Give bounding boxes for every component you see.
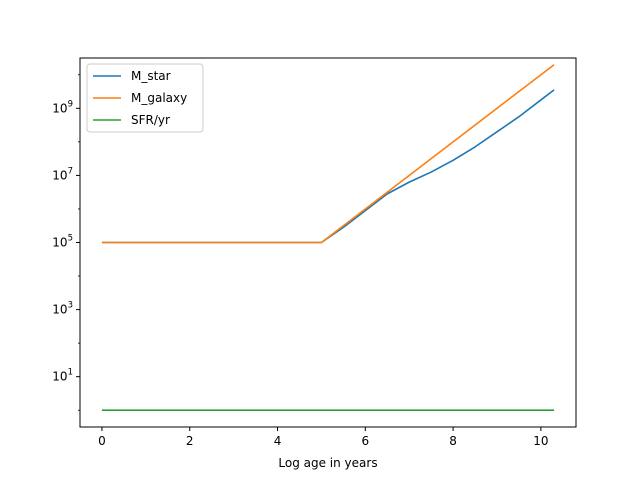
legend-label: M_star: [131, 69, 171, 83]
y-tick-label: 109: [52, 99, 73, 115]
y-tick-label: 103: [52, 301, 73, 317]
x-tick-label: 6: [361, 434, 369, 448]
y-tick-label: 107: [52, 166, 73, 182]
series-line-m-galaxy: [101, 64, 555, 244]
x-tick-label: 8: [449, 434, 457, 448]
legend: M_star M_galaxy SFR/yr: [86, 63, 204, 133]
series-layer: [101, 64, 555, 412]
x-axis-label: Log age in years: [278, 456, 377, 470]
legend-box: [86, 63, 204, 133]
y-tick-label: 105: [52, 234, 73, 250]
x-tick-label: 0: [98, 434, 106, 448]
y-tick-label: 101: [52, 368, 73, 384]
x-tick-label: 10: [533, 434, 548, 448]
series-line-m-star: [101, 89, 555, 244]
legend-label: M_galaxy: [131, 91, 187, 105]
x-tick-label: 4: [274, 434, 282, 448]
legend-label: SFR/yr: [131, 113, 170, 127]
x-ticks: 0 2 4 6 8 10: [98, 427, 549, 448]
y-ticks: 101 103 105 107 109: [52, 74, 80, 411]
x-tick-label: 2: [186, 434, 194, 448]
